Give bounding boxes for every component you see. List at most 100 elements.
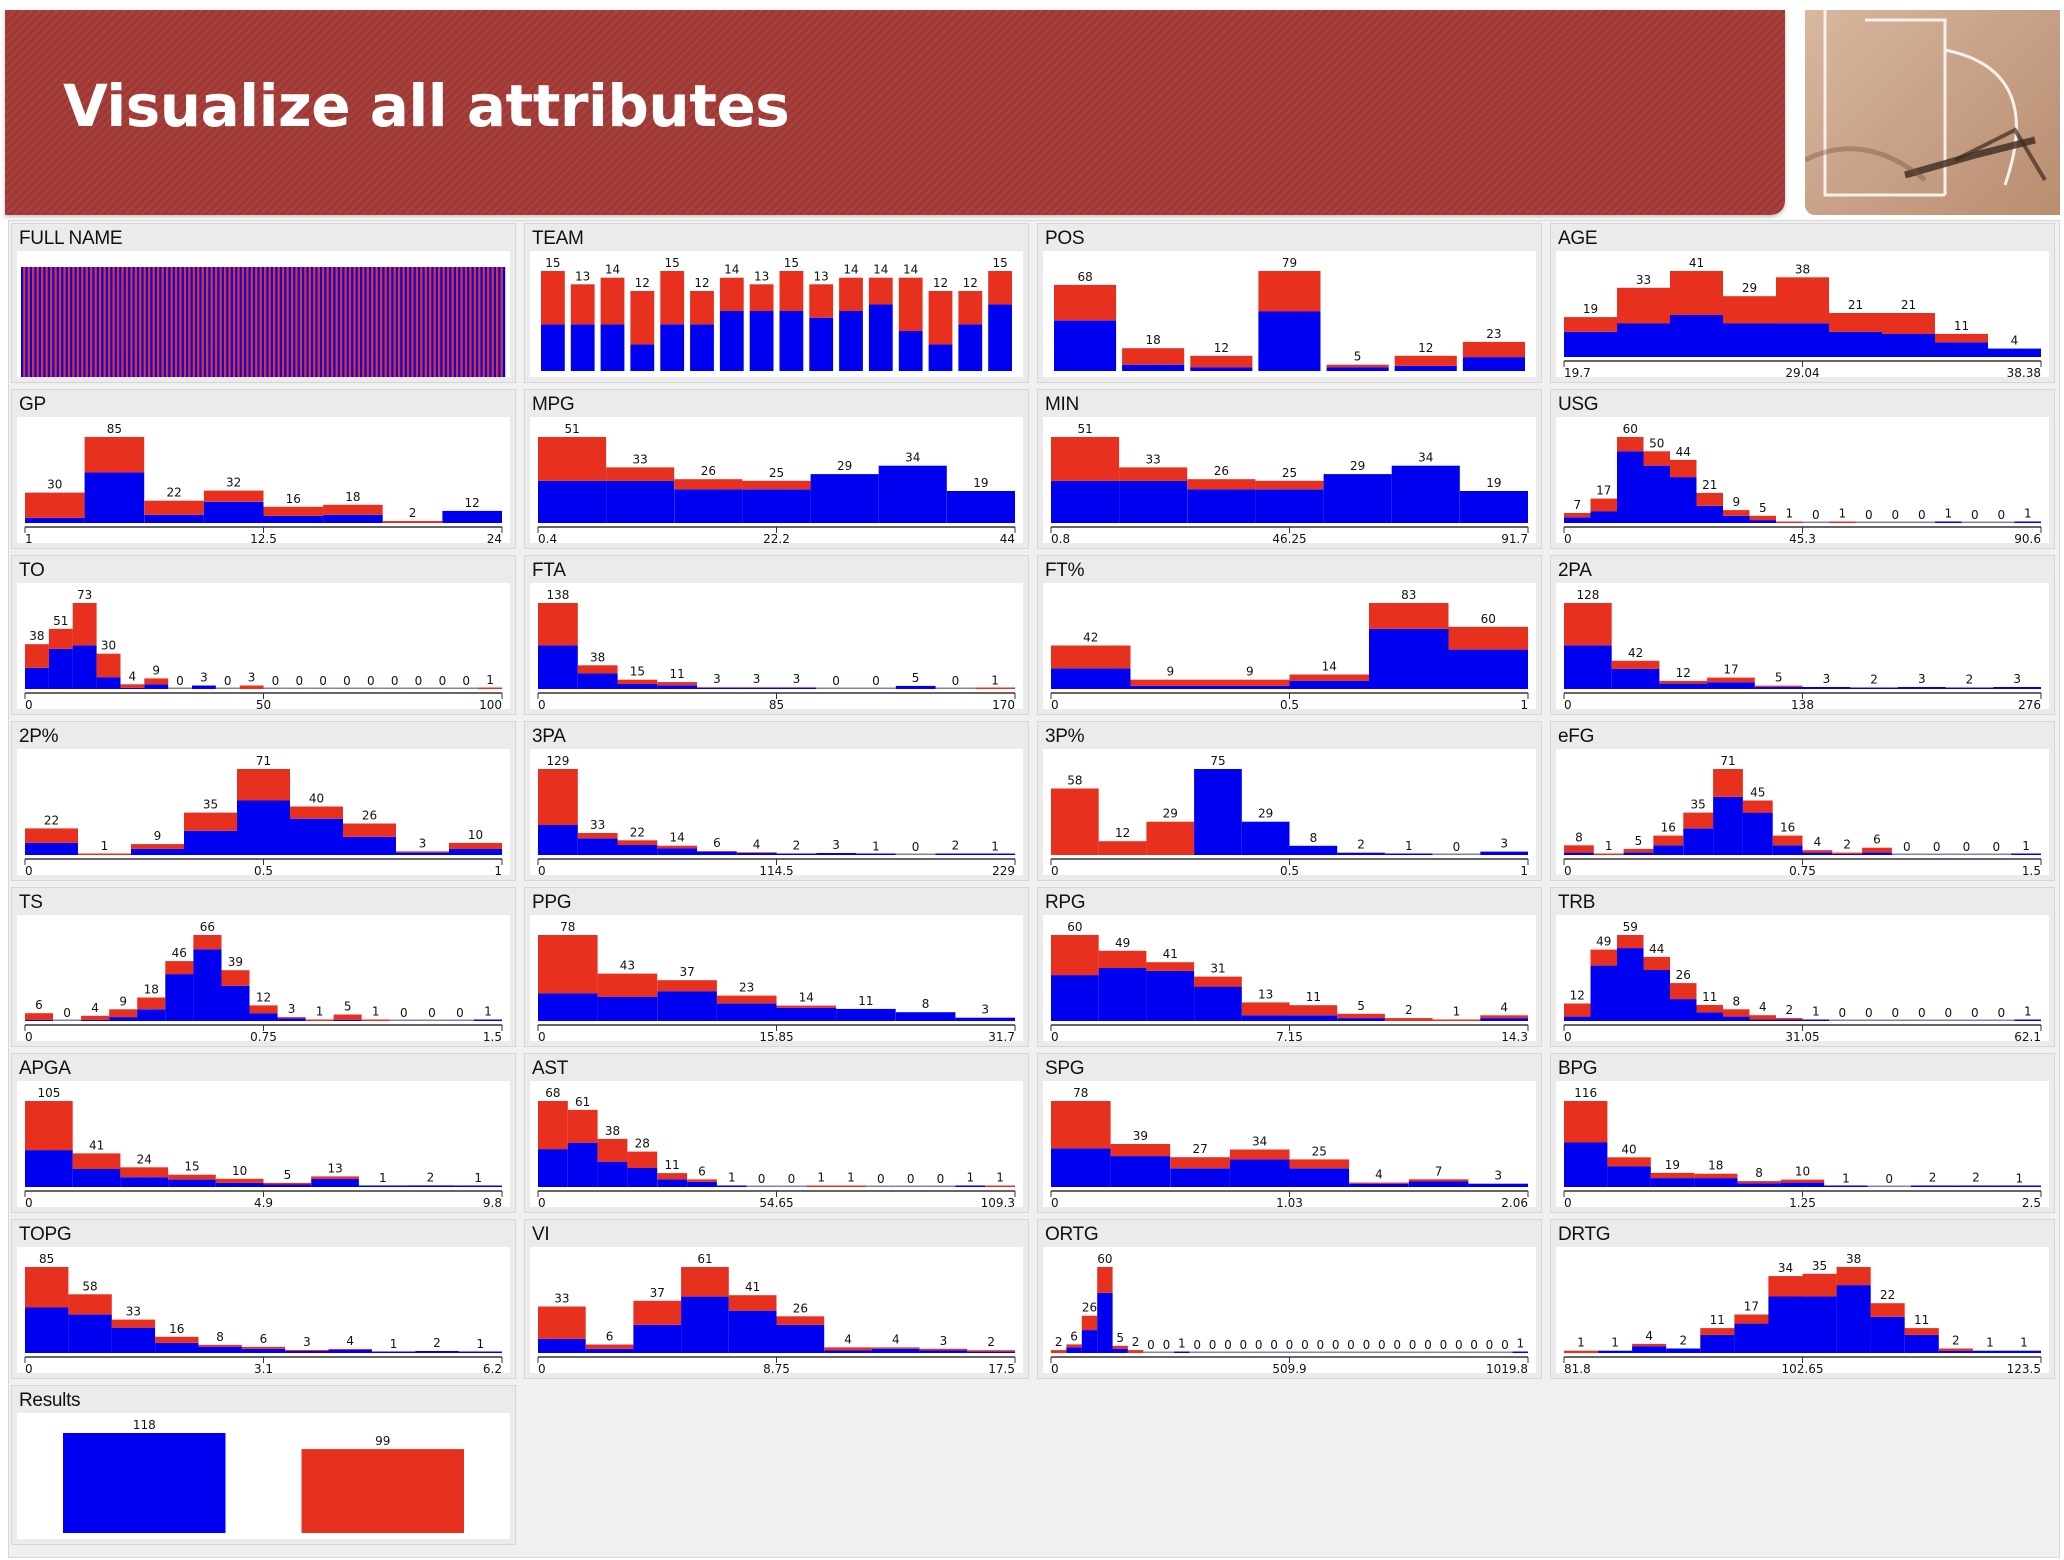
bar-stub[interactable] bbox=[1850, 687, 1898, 690]
bar-segment-b[interactable] bbox=[1713, 769, 1743, 797]
bar-segment-a[interactable] bbox=[449, 848, 502, 855]
name-stripe[interactable] bbox=[36, 267, 40, 377]
bar-segment-b[interactable] bbox=[144, 678, 169, 685]
bar-segment-a[interactable] bbox=[1904, 1334, 1939, 1353]
bar-segment-b[interactable] bbox=[1130, 679, 1211, 686]
bar-segment-a[interactable] bbox=[1369, 628, 1449, 689]
bar-segment-a[interactable] bbox=[48, 648, 73, 689]
bar-segment-a[interactable] bbox=[816, 853, 857, 855]
bar-segment-a[interactable] bbox=[1564, 1016, 1591, 1021]
bar-segment-b[interactable] bbox=[674, 479, 743, 490]
bar-segment-a[interactable] bbox=[1670, 315, 1723, 357]
name-stripe[interactable] bbox=[150, 267, 153, 377]
name-stripe[interactable] bbox=[335, 267, 338, 377]
bar-segment-b[interactable] bbox=[776, 687, 817, 688]
chart-panel-ts[interactable]: TS 6 0 4 9 18 46 66 39 12 3 1 5 1 0 0 0 1 0 0.75 1.5 bbox=[11, 887, 516, 1047]
bar-segment-b[interactable] bbox=[239, 685, 264, 690]
bar-segment-a[interactable] bbox=[878, 465, 947, 523]
bar-segment-b[interactable] bbox=[538, 1101, 568, 1150]
bar-segment-a[interactable] bbox=[1391, 465, 1460, 523]
bar-segment-a[interactable] bbox=[1870, 1316, 1905, 1353]
name-stripe[interactable] bbox=[65, 267, 69, 377]
bar-segment-a[interactable] bbox=[84, 472, 145, 523]
name-stripe[interactable] bbox=[78, 267, 82, 377]
bar-segment-a[interactable] bbox=[1617, 323, 1670, 357]
bar-segment-a[interactable] bbox=[1459, 491, 1528, 523]
bar-segment-b[interactable] bbox=[776, 1005, 837, 1008]
bar-segment-a[interactable] bbox=[538, 825, 578, 855]
chart-panel-ast[interactable]: AST 68 61 38 28 11 6 1 0 0 1 1 0 0 0 1 1 0 54.65 109.3 bbox=[524, 1053, 1029, 1213]
bar-segment-a[interactable] bbox=[1617, 451, 1644, 523]
bar-segment-a[interactable] bbox=[1776, 323, 1829, 357]
bar-segment-b[interactable] bbox=[657, 980, 717, 992]
bar-segment-b[interactable] bbox=[657, 682, 698, 686]
bar-stub[interactable] bbox=[1997, 1185, 2041, 1188]
name-stripe[interactable] bbox=[47, 267, 51, 377]
bar-stub[interactable] bbox=[382, 687, 407, 690]
name-stripe[interactable] bbox=[409, 267, 412, 377]
bar-segment-b[interactable] bbox=[633, 1300, 682, 1325]
name-stripe[interactable] bbox=[248, 267, 251, 377]
name-stripe[interactable] bbox=[324, 267, 327, 377]
chart-panel-min[interactable]: MIN 51 33 26 25 29 34 19 0.8 46.25 91.7 bbox=[1037, 389, 1542, 549]
name-stripe[interactable] bbox=[159, 267, 162, 377]
bar-segment-a[interactable] bbox=[184, 830, 237, 855]
bar-segment-a[interactable] bbox=[538, 1149, 568, 1187]
bar-segment-a[interactable] bbox=[144, 684, 169, 689]
bar-stub[interactable] bbox=[1935, 1019, 1962, 1022]
name-stripe[interactable] bbox=[471, 267, 474, 377]
bar-stub[interactable] bbox=[406, 687, 431, 690]
name-stripe[interactable] bbox=[32, 267, 35, 377]
bar-segment-b[interactable] bbox=[120, 1167, 169, 1178]
bar-segment-b[interactable] bbox=[1776, 1018, 1803, 1020]
bar-stub[interactable] bbox=[955, 1185, 986, 1188]
bar-segment-b[interactable] bbox=[144, 500, 204, 515]
bar-segment-b[interactable] bbox=[736, 687, 777, 688]
name-stripe[interactable] bbox=[299, 267, 303, 377]
name-stripe[interactable] bbox=[181, 267, 185, 377]
bar-segment-a[interactable] bbox=[1742, 812, 1773, 855]
name-stripe[interactable] bbox=[467, 267, 470, 377]
name-stripe[interactable] bbox=[478, 267, 481, 377]
bar-segment-a[interactable] bbox=[1972, 1350, 2007, 1353]
name-stripe[interactable] bbox=[362, 267, 365, 377]
name-stripe[interactable] bbox=[237, 267, 240, 377]
bar-segment-b[interactable] bbox=[1564, 1003, 1591, 1017]
bar-stub[interactable] bbox=[371, 1351, 416, 1354]
bar-segment-a[interactable] bbox=[577, 673, 618, 689]
bar-segment-a[interactable] bbox=[627, 1168, 658, 1187]
bar-segment-a[interactable] bbox=[25, 517, 85, 523]
name-stripe[interactable] bbox=[406, 267, 410, 377]
name-stripe[interactable] bbox=[377, 267, 381, 377]
bar-segment-a[interactable] bbox=[1882, 333, 1935, 357]
chart-panel-pos[interactable]: POS 68 18 12 79 5 12 23 bbox=[1037, 223, 1542, 383]
bar-segment-a[interactable] bbox=[538, 645, 578, 689]
bar-segment-b[interactable] bbox=[343, 823, 396, 837]
bar-stub[interactable] bbox=[1945, 687, 1994, 690]
bar-segment-a[interactable] bbox=[1617, 948, 1644, 1021]
bar-stub[interactable] bbox=[53, 1019, 82, 1022]
bar-segment-a[interactable] bbox=[697, 687, 737, 689]
bar-segment-a[interactable] bbox=[810, 474, 879, 523]
bar-segment-a[interactable] bbox=[919, 1350, 968, 1353]
chart-panel-topg[interactable]: TOPG 85 58 33 16 8 6 3 4 1 2 1 0 3.1 6.2 bbox=[11, 1219, 516, 1379]
bar-segment-a[interactable] bbox=[657, 685, 698, 689]
bar-segment-a[interactable] bbox=[120, 687, 145, 689]
bar-segment-a[interactable] bbox=[1051, 668, 1131, 689]
bar-segment-b[interactable] bbox=[630, 291, 655, 345]
name-stripe[interactable] bbox=[174, 267, 178, 377]
bar-segment-b[interactable] bbox=[25, 644, 49, 668]
bar-segment-a[interactable] bbox=[716, 1003, 777, 1021]
bar-segment-a[interactable] bbox=[617, 845, 658, 855]
bar-segment-b[interactable] bbox=[1737, 1181, 1781, 1184]
bar-segment-b[interactable] bbox=[577, 665, 618, 674]
chart-panel-usg[interactable]: USG 7 17 60 50 44 21 9 5 1 0 1 0 0 0 1 0 0 1 0 45.3 90.6 bbox=[1550, 389, 2055, 549]
bar-stub[interactable] bbox=[1908, 521, 1936, 524]
name-stripe[interactable] bbox=[424, 267, 428, 377]
bar-segment-b[interactable] bbox=[1326, 364, 1389, 368]
name-stripe[interactable] bbox=[404, 267, 408, 377]
bar-stub[interactable] bbox=[1420, 1351, 1436, 1354]
bar-segment-b[interactable] bbox=[1862, 847, 1892, 853]
bar-segment-b[interactable] bbox=[1564, 1101, 1608, 1143]
bar-segment-a[interactable] bbox=[193, 949, 222, 1021]
